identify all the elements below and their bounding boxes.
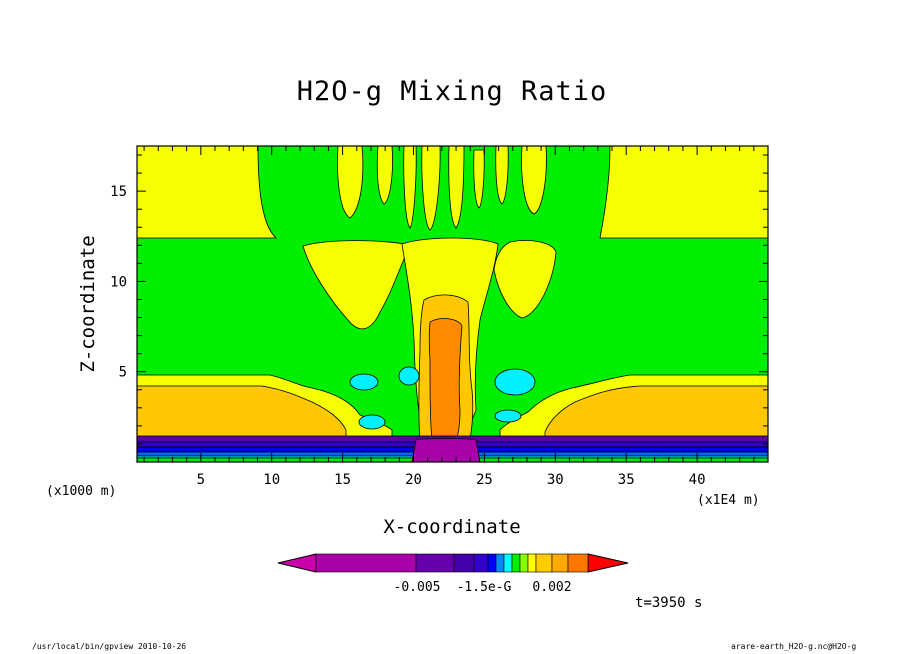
x-tick-label: 5	[197, 472, 205, 488]
colorbar-swatch	[415, 553, 455, 573]
x-tick-label: 35	[618, 472, 635, 488]
colorbar-label: -0.005	[394, 580, 441, 595]
y-tick-label: 10	[110, 274, 127, 290]
footer-source: arare-earth_H2O-g.nc@H2O-g	[731, 642, 857, 651]
colorbar: -0.005 -1.5e-G 0.002	[277, 553, 629, 595]
y-tick-label: 5	[119, 365, 127, 381]
colorbar-label: -1.5e-G	[457, 580, 512, 595]
contour-yellow-plume	[421, 146, 441, 231]
x-tick-label: 15	[334, 472, 351, 488]
chart-title: H2O-g Mixing Ratio	[296, 76, 608, 107]
contour-cyan-blob	[358, 414, 386, 430]
contour-field	[137, 146, 768, 462]
colorbar-swatch	[453, 553, 475, 573]
plot-frame	[136, 145, 769, 463]
colorbar-swatch	[473, 553, 489, 573]
x-tick-label: 10	[263, 472, 280, 488]
axis-ticks	[137, 146, 768, 462]
footer-command: /usr/local/bin/gpview 2010-10-26	[32, 642, 187, 651]
contour-gold-lower-right	[544, 385, 768, 441]
colorbar-label: 0.002	[532, 580, 571, 595]
time-label: t=3950 s	[635, 595, 703, 611]
x-axis-unit: (x1E4 m)	[697, 493, 760, 508]
y-tick-label: 15	[110, 184, 127, 200]
contour-yellow-plume	[448, 146, 465, 229]
colorbar-swatch	[503, 553, 513, 573]
contour-orange-column	[428, 318, 463, 441]
y-axis-unit: (x1000 m)	[46, 484, 117, 499]
contour-yellow-plume	[473, 149, 485, 209]
contour-yellow-mid-right	[493, 240, 557, 319]
contour-gold-lower-left	[137, 385, 347, 441]
colorbar-swatch	[519, 553, 529, 573]
contour-yellow-plume	[337, 146, 364, 219]
colorbar-min-arrow	[277, 553, 317, 573]
colorbar-swatch	[567, 553, 589, 573]
colorbar-swatch	[527, 553, 537, 573]
colorbar-swatch	[511, 553, 521, 573]
colorbar-max-arrow	[587, 553, 629, 573]
colorbar-swatch	[551, 553, 569, 573]
x-tick-label: 40	[689, 472, 706, 488]
x-tick-label: 30	[547, 472, 564, 488]
colorbar-swatch	[315, 553, 417, 573]
contour-cyan-blob	[494, 409, 522, 423]
contour-yellow-upper-left	[137, 146, 278, 239]
contour-cyan-blob	[398, 366, 420, 386]
contour-yellow-upper-right	[599, 146, 768, 239]
colorbar-swatch	[495, 553, 505, 573]
contour-yellow-plume	[403, 146, 417, 229]
contour-purple-center	[411, 438, 481, 462]
axis-tick-labels: 5 10 15 20 25 30 35 40 5 10 15	[110, 184, 705, 488]
contour-yellow-plume	[495, 146, 509, 205]
contour-yellow-mid-left	[302, 240, 411, 330]
contour-yellow-plume	[521, 146, 547, 215]
colorbar-swatch	[487, 553, 497, 573]
contour-cyan-blob	[494, 368, 536, 396]
colorbar-swatch	[535, 553, 553, 573]
contour-cyan-blob	[349, 373, 379, 391]
x-axis-label: X-coordinate	[383, 516, 521, 538]
x-tick-label: 25	[476, 472, 493, 488]
x-tick-label: 20	[405, 472, 422, 488]
contour-yellow-plume	[376, 146, 393, 205]
